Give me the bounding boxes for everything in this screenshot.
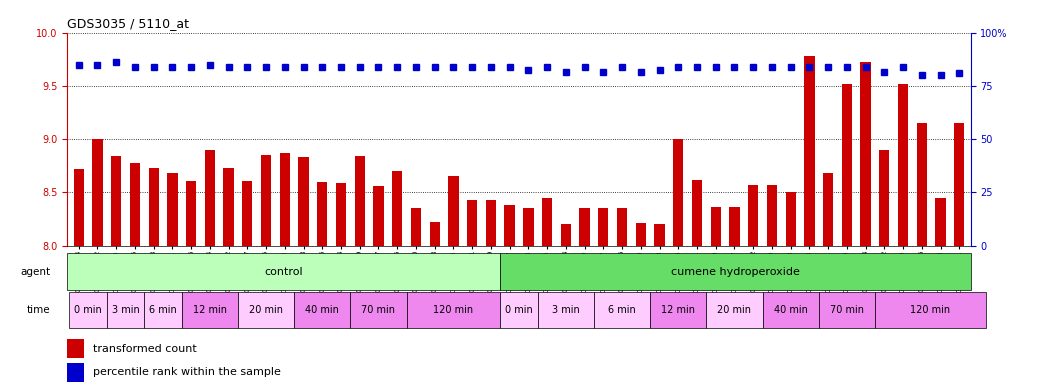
Text: 40 min: 40 min	[773, 305, 808, 315]
Text: transformed count: transformed count	[92, 344, 196, 354]
Bar	[500, 292, 538, 328]
Bar	[650, 292, 706, 328]
Bar	[242, 181, 252, 246]
Text: 70 min: 70 min	[829, 305, 864, 315]
Text: 20 min: 20 min	[249, 305, 283, 315]
Bar	[392, 171, 403, 246]
Bar	[579, 209, 590, 246]
Text: 3 min: 3 min	[552, 305, 579, 315]
Bar	[130, 163, 140, 246]
Bar	[786, 192, 796, 246]
Bar	[598, 209, 608, 246]
Text: 12 min: 12 min	[661, 305, 695, 315]
Bar	[917, 123, 927, 246]
Bar	[107, 292, 144, 328]
Text: GDS3035 / 5110_at: GDS3035 / 5110_at	[67, 17, 190, 30]
Bar	[167, 173, 177, 246]
Text: agent: agent	[21, 266, 51, 277]
Text: control: control	[265, 266, 303, 277]
Bar	[144, 292, 182, 328]
Bar	[767, 185, 777, 246]
Text: cumene hydroperoxide: cumene hydroperoxide	[671, 266, 800, 277]
Bar	[298, 157, 308, 246]
Bar	[318, 182, 327, 246]
Bar	[67, 253, 500, 290]
Text: time: time	[27, 305, 51, 315]
Bar	[336, 183, 346, 246]
Bar	[467, 200, 477, 246]
Bar	[92, 139, 103, 246]
Text: 20 min: 20 min	[717, 305, 752, 315]
Bar	[898, 84, 908, 246]
Text: 6 min: 6 min	[149, 305, 176, 315]
Bar	[730, 207, 740, 246]
Text: 40 min: 40 min	[305, 305, 339, 315]
Bar	[879, 150, 890, 246]
Bar	[542, 198, 552, 246]
Bar	[748, 185, 759, 246]
Text: 0 min: 0 min	[74, 305, 102, 315]
Bar	[148, 168, 159, 246]
Bar	[279, 153, 290, 246]
Bar	[261, 155, 271, 246]
Bar	[223, 168, 234, 246]
Bar	[635, 223, 646, 246]
Bar	[819, 292, 875, 328]
Bar	[763, 292, 819, 328]
Bar	[204, 150, 215, 246]
Bar	[654, 225, 664, 246]
Bar	[238, 292, 294, 328]
Bar	[182, 292, 238, 328]
Bar	[430, 222, 440, 246]
Bar	[74, 169, 84, 246]
Bar	[351, 292, 407, 328]
Bar	[67, 339, 84, 358]
Bar	[70, 292, 107, 328]
Text: 6 min: 6 min	[608, 305, 636, 315]
Bar	[875, 292, 985, 328]
Bar	[448, 177, 459, 246]
Bar	[186, 181, 196, 246]
Bar	[954, 123, 964, 246]
Text: 3 min: 3 min	[112, 305, 139, 315]
Bar	[355, 156, 365, 246]
Bar	[523, 209, 534, 246]
Bar	[407, 292, 500, 328]
Bar	[538, 292, 594, 328]
Bar	[411, 209, 421, 246]
Bar	[706, 292, 763, 328]
Bar	[861, 63, 871, 246]
Bar	[561, 225, 571, 246]
Bar	[804, 56, 815, 246]
Text: 70 min: 70 min	[361, 305, 395, 315]
Text: 0 min: 0 min	[506, 305, 532, 315]
Bar	[711, 207, 720, 246]
Bar	[111, 156, 121, 246]
Text: 120 min: 120 min	[910, 305, 951, 315]
Bar	[692, 180, 702, 246]
Bar	[504, 205, 515, 246]
Bar	[500, 253, 971, 290]
Bar	[594, 292, 650, 328]
Bar	[486, 200, 496, 246]
Text: 120 min: 120 min	[433, 305, 473, 315]
Text: 12 min: 12 min	[193, 305, 227, 315]
Bar	[673, 139, 683, 246]
Bar	[294, 292, 351, 328]
Bar	[374, 186, 384, 246]
Bar	[67, 362, 84, 382]
Text: percentile rank within the sample: percentile rank within the sample	[92, 367, 280, 377]
Bar	[617, 209, 627, 246]
Bar	[823, 173, 834, 246]
Bar	[935, 198, 946, 246]
Bar	[842, 84, 852, 246]
